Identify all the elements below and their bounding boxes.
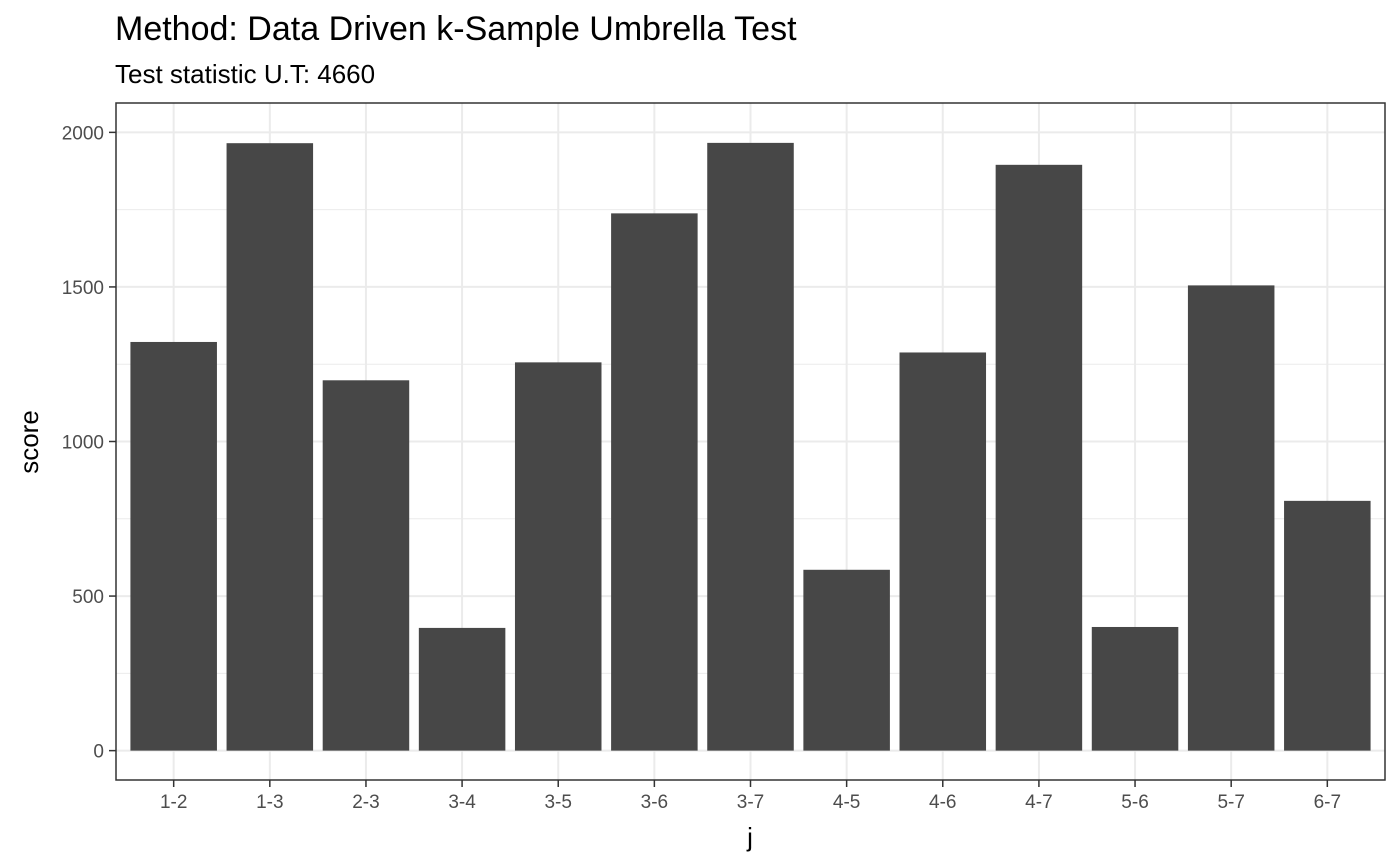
bar [418,627,506,751]
bars [130,142,1371,751]
x-tick-label: 2-3 [352,792,379,813]
x-tick-label: 4-6 [929,792,956,813]
y-tick-label: 1000 [62,433,104,454]
x-tick-label: 3-5 [544,792,571,813]
x-tick-label: 4-5 [833,792,860,813]
y-tick-label: 1500 [62,278,104,299]
bar [995,164,1083,751]
x-tick-label: 6-7 [1314,792,1341,813]
x-axis-title: j [746,822,753,852]
bar [899,352,987,751]
y-tick-label: 0 [93,742,104,763]
x-tick-label: 3-6 [641,792,668,813]
x-tick-label: 4-7 [1025,792,1052,813]
bar [1091,626,1179,751]
x-tick-label: 5-7 [1217,792,1244,813]
bar [130,341,217,751]
bar [1187,285,1275,751]
y-axis-title: score [14,410,44,474]
bar [1284,500,1371,751]
bar [514,362,602,751]
x-tick-label: 1-3 [256,792,283,813]
y-axis: 0 500 1000 1500 2000 [62,123,116,763]
y-tick-label: 500 [72,587,104,608]
chart-subtitle: Test statistic U.T: 4660 [115,59,375,89]
x-axis: 1-2 1-3 2-3 3-4 3-5 3-6 3-7 4-5 4-6 4-7 5-6 5-7 6-7 [160,780,1341,813]
x-tick-label: 3-7 [737,792,764,813]
bar [611,213,698,751]
x-tick-label: 1-2 [160,792,187,813]
bar [226,143,314,751]
x-tick-label: 5-6 [1121,792,1148,813]
chart-title: Method: Data Driven k-Sample Umbrella Te… [115,10,797,48]
bar [322,380,410,751]
x-tick-label: 3-4 [448,792,476,813]
bar [803,569,890,751]
bar [707,142,794,751]
y-tick-label: 2000 [62,123,104,144]
